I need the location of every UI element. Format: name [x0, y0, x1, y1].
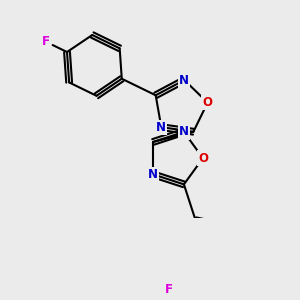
Text: N: N	[179, 125, 189, 138]
Text: O: O	[202, 96, 213, 109]
Text: N: N	[148, 168, 158, 181]
Text: F: F	[42, 35, 50, 48]
Text: N: N	[156, 121, 166, 134]
Text: O: O	[198, 152, 208, 165]
Text: N: N	[179, 74, 189, 87]
Text: F: F	[165, 283, 173, 296]
